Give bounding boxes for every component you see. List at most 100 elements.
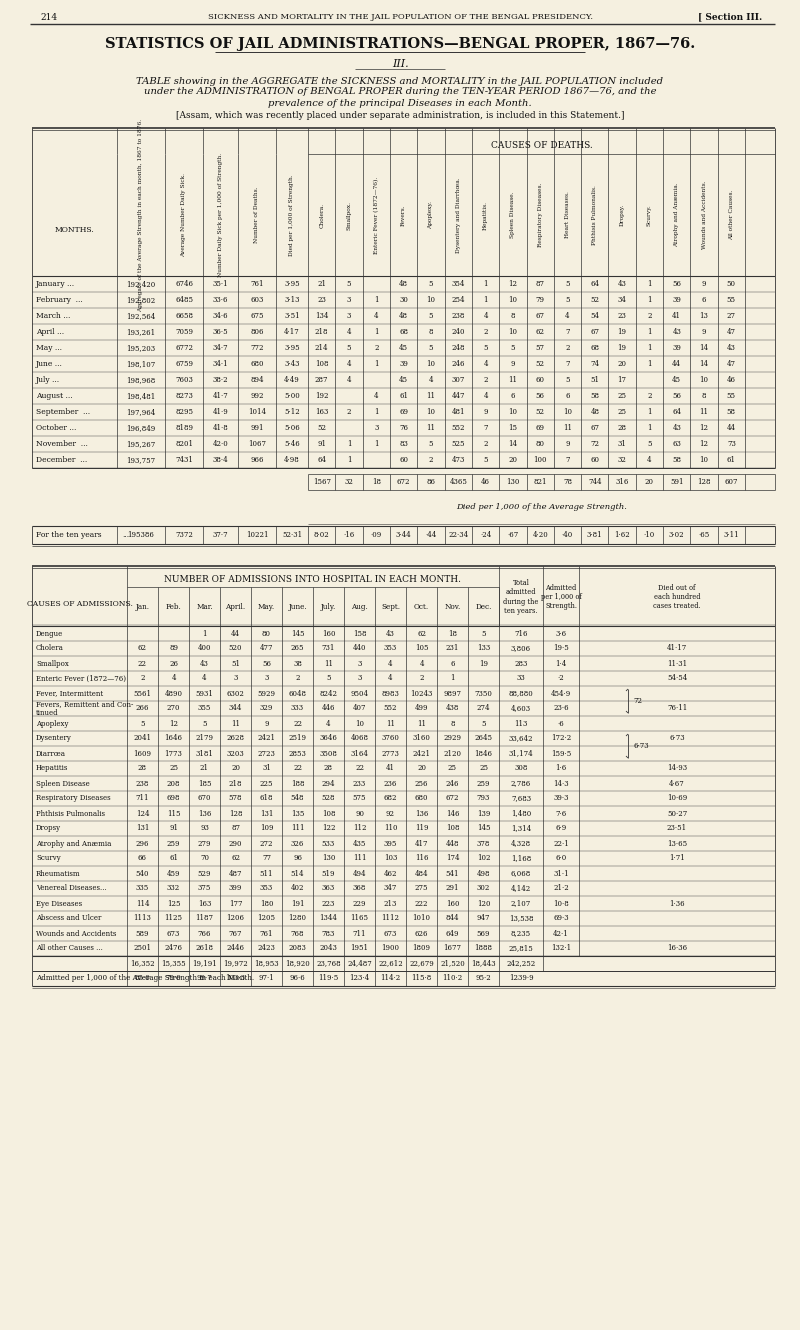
Text: 130: 130 [322,854,335,862]
Text: 533: 533 [322,839,335,847]
Text: 793: 793 [477,794,490,802]
Text: 78: 78 [563,477,572,485]
Text: 1809: 1809 [413,944,430,952]
Text: 51: 51 [590,376,599,384]
Text: December  ...: December ... [36,456,87,464]
Text: 34: 34 [618,297,626,305]
Text: 3·6: 3·6 [555,629,566,637]
Text: 378: 378 [477,839,490,847]
Text: 22: 22 [293,720,302,728]
Text: 4·20: 4·20 [532,531,548,539]
Text: 519: 519 [322,870,335,878]
Text: 18: 18 [372,477,381,485]
Text: 111: 111 [290,825,304,833]
Text: 60: 60 [536,376,545,384]
Text: 11·31: 11·31 [667,660,687,668]
Text: 238: 238 [136,779,149,787]
Text: October ...: October ... [36,424,76,432]
Text: 682: 682 [384,794,398,802]
Text: 83: 83 [399,440,408,448]
Text: 9: 9 [264,720,269,728]
Text: 400: 400 [198,645,211,653]
Text: Spleen Disease: Spleen Disease [36,779,90,787]
Text: 329: 329 [260,705,273,713]
Text: 39·3: 39·3 [554,794,569,802]
Text: 254: 254 [451,297,465,305]
Text: 1: 1 [374,329,378,336]
Text: 1,168: 1,168 [511,854,531,862]
Text: 85·0: 85·0 [134,975,150,983]
Text: 2: 2 [429,456,433,464]
Text: 2421: 2421 [413,750,430,758]
Text: 46: 46 [727,376,736,384]
Text: 1609: 1609 [134,750,151,758]
Text: 9: 9 [566,440,570,448]
Text: 50: 50 [727,281,736,289]
Text: 146: 146 [446,810,459,818]
Text: 5·12: 5·12 [284,408,300,416]
Text: 41: 41 [672,313,682,321]
Text: 33·6: 33·6 [213,297,228,305]
Text: 395: 395 [384,839,397,847]
Text: 198,481: 198,481 [126,392,156,400]
Text: 134: 134 [315,313,328,321]
Text: 38: 38 [293,660,302,668]
Text: 43: 43 [618,281,626,289]
Text: 11: 11 [508,376,518,384]
Text: 6: 6 [510,392,515,400]
Text: 54·54: 54·54 [667,674,687,682]
Text: 11: 11 [426,424,435,432]
Text: 498: 498 [477,870,490,878]
Text: 28: 28 [324,765,333,773]
Text: 45: 45 [672,376,682,384]
Text: Oct.: Oct. [414,602,429,610]
Text: Spleen Disease.: Spleen Disease. [510,192,515,238]
Text: 128: 128 [229,810,242,818]
Text: 1·71: 1·71 [669,854,685,862]
Text: 4,603: 4,603 [511,705,531,713]
Text: 192,420: 192,420 [126,281,156,289]
Text: Died per 1,000 of the Average Strength.: Died per 1,000 of the Average Strength. [456,503,627,511]
Text: 6759: 6759 [175,360,193,368]
Text: 670: 670 [198,794,211,802]
Text: 87: 87 [231,825,240,833]
Text: 375: 375 [198,884,211,892]
Text: 5: 5 [483,456,488,464]
Text: June ...: June ... [36,360,63,368]
Text: 10·8: 10·8 [553,899,569,907]
Text: 1239·9: 1239·9 [509,975,534,983]
Text: 1: 1 [374,360,378,368]
Text: 192,802: 192,802 [126,297,156,305]
Text: ·6: ·6 [558,720,564,728]
Text: 120: 120 [477,899,490,907]
Text: 43: 43 [672,424,681,432]
Text: ·44: ·44 [426,531,437,539]
Text: 283: 283 [514,660,528,668]
Text: 6485: 6485 [175,297,193,305]
Text: 3646: 3646 [319,734,338,742]
Text: 56: 56 [536,392,545,400]
Text: 3,806: 3,806 [511,645,531,653]
Text: 34·6: 34·6 [213,313,228,321]
Text: 4890: 4890 [165,689,182,697]
Text: 1: 1 [647,281,652,289]
Text: Hepatitis: Hepatitis [36,765,68,773]
Text: 2519: 2519 [289,734,306,742]
Text: August ...: August ... [36,392,73,400]
Text: 133: 133 [477,645,490,653]
Text: 1,480: 1,480 [511,810,531,818]
Text: 1187: 1187 [195,915,214,923]
Text: 19: 19 [479,660,488,668]
Text: 363: 363 [322,884,335,892]
Text: Venereal Diseases...: Venereal Diseases... [36,884,106,892]
Text: 25: 25 [479,765,488,773]
Text: 575: 575 [353,794,366,802]
Text: 265: 265 [290,645,304,653]
Text: 33: 33 [517,674,526,682]
Text: 19: 19 [618,344,626,352]
Text: ...: ... [122,531,129,539]
Text: 6,068: 6,068 [511,870,531,878]
Text: 3: 3 [374,424,378,432]
Text: 1·62: 1·62 [614,531,630,539]
Text: 290: 290 [229,839,242,847]
